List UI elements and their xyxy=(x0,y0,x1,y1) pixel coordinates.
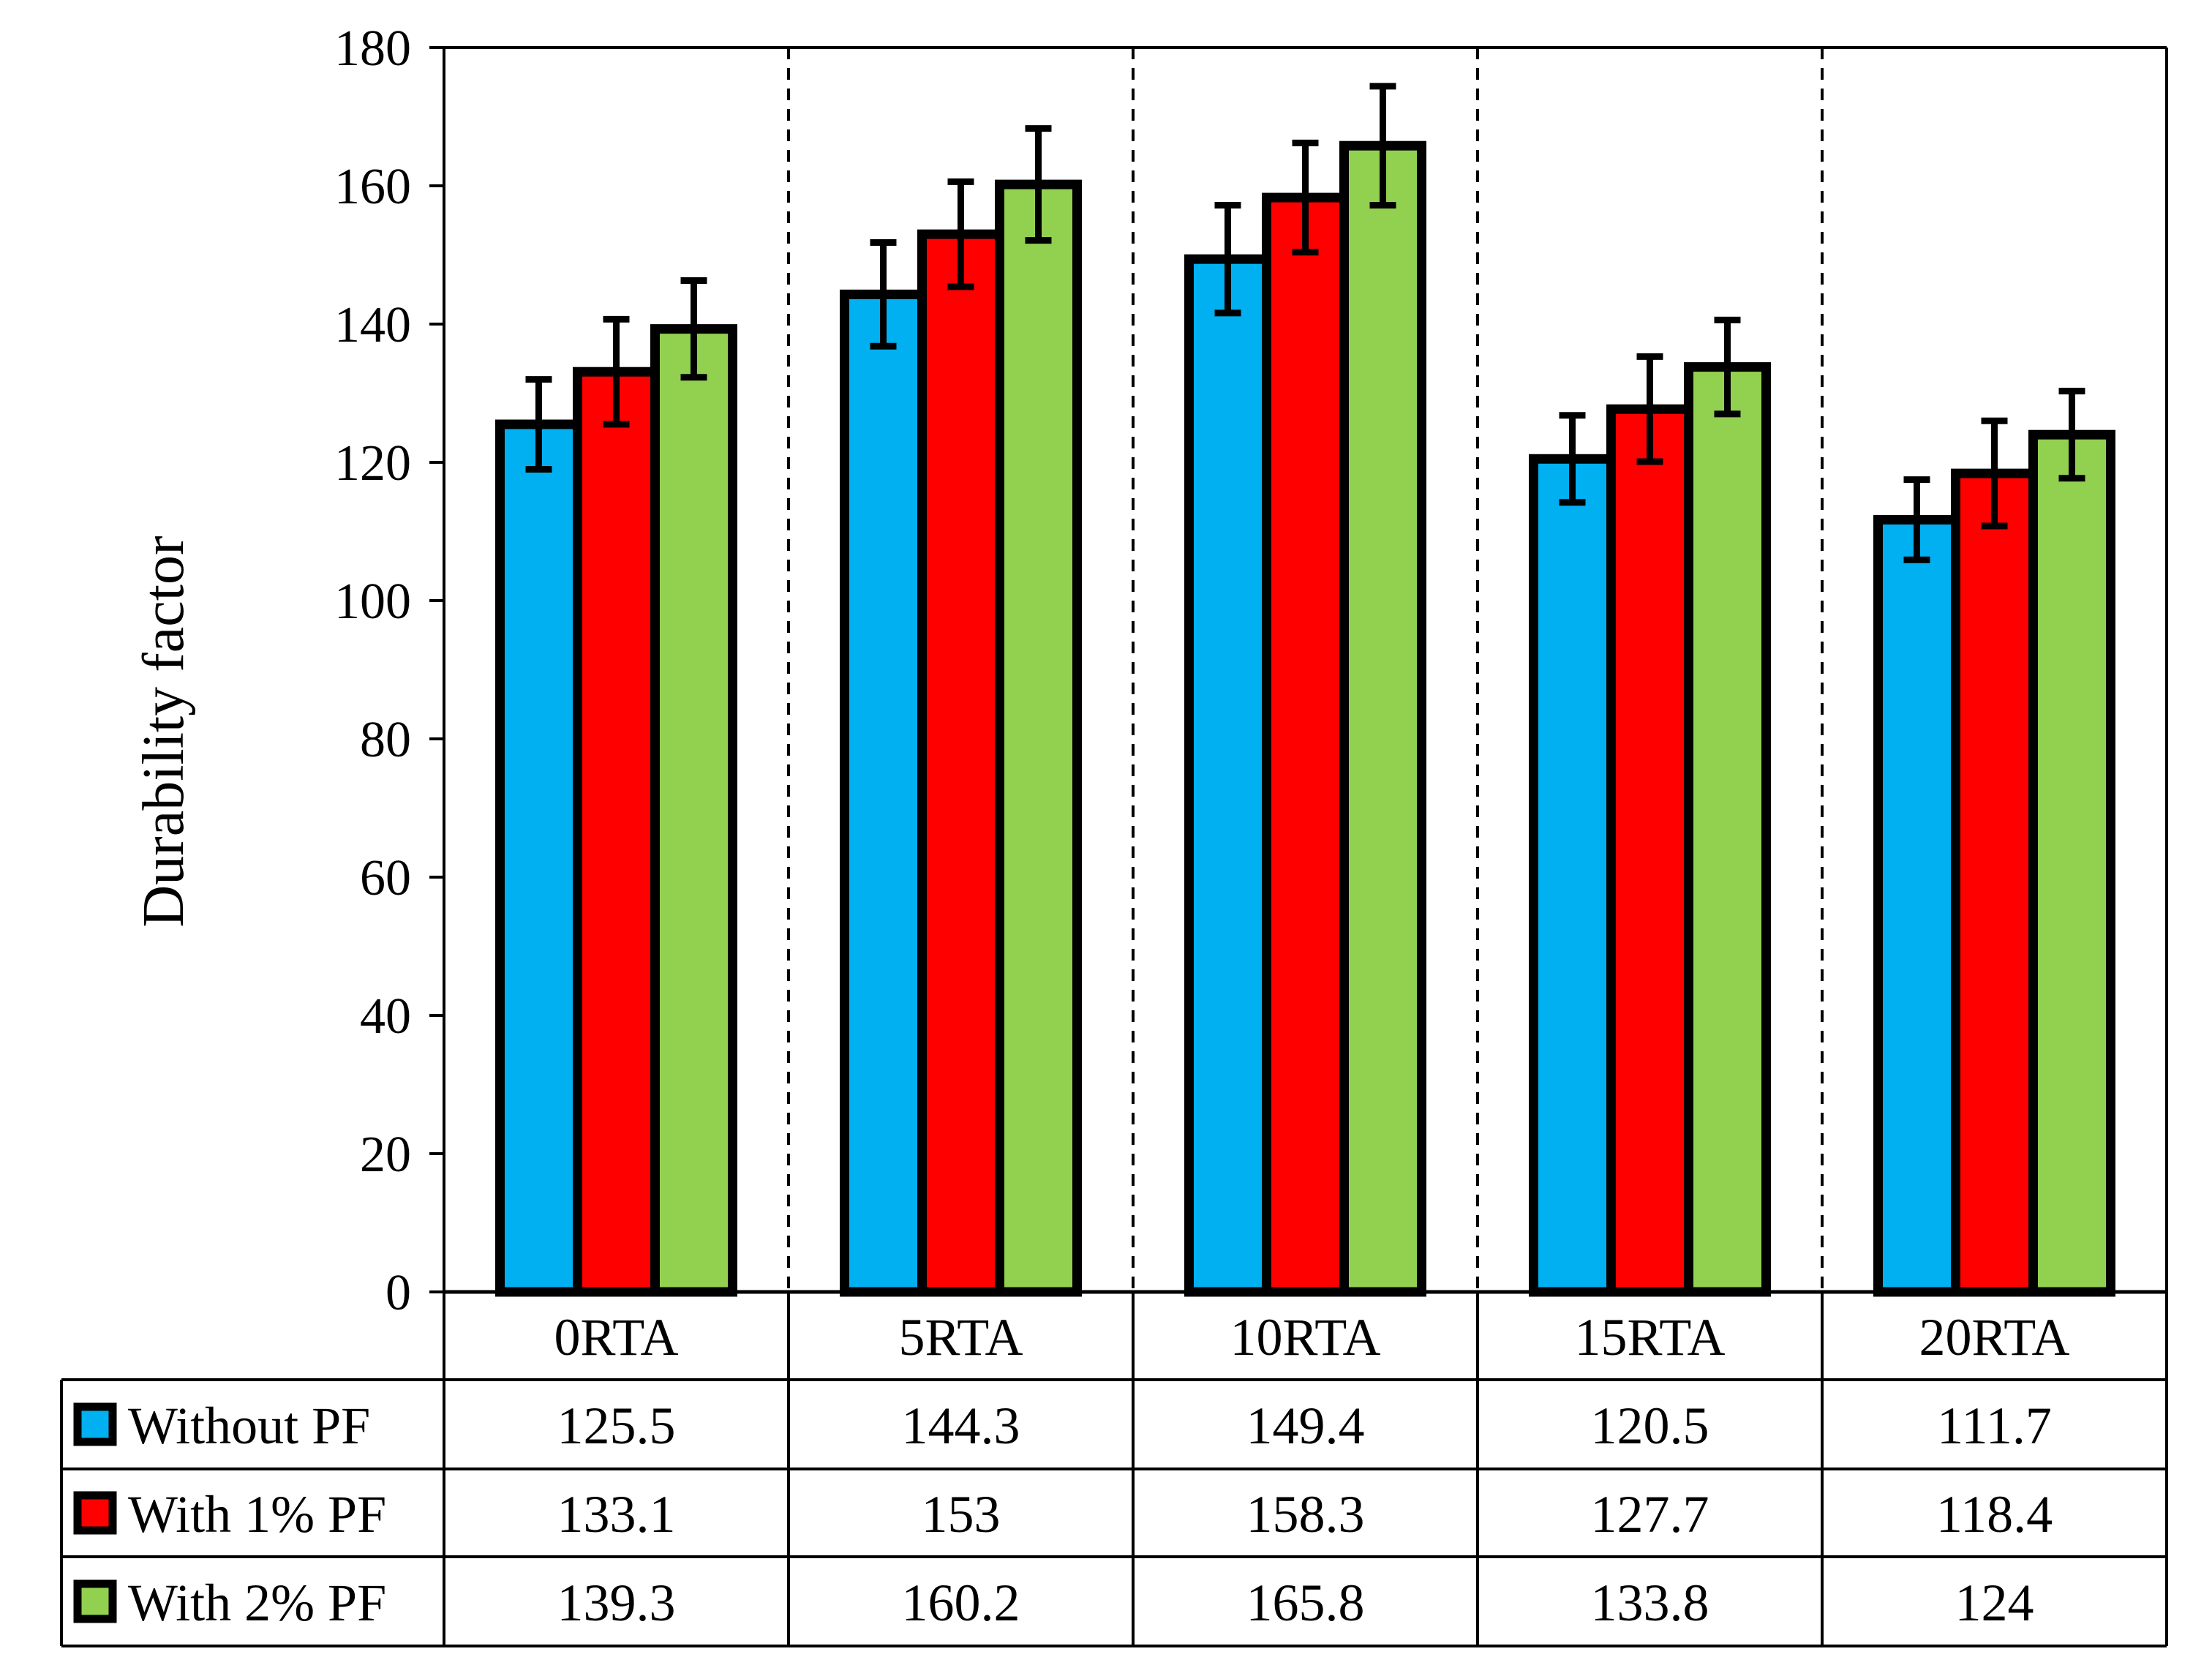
legend-key-with-1-pf xyxy=(73,1491,117,1535)
y-tick-label: 120 xyxy=(334,435,411,492)
y-tick-label: 20 xyxy=(360,1127,411,1183)
y-axis-title: Durability factor xyxy=(132,536,196,927)
y-tick-label: 0 xyxy=(385,1265,411,1321)
data-label: 144.3 xyxy=(902,1397,1020,1455)
x-tick-label: 0RTA xyxy=(554,1308,679,1367)
plot-area xyxy=(495,48,2115,1297)
y-tick-label: 60 xyxy=(360,850,411,906)
bar-without-pf-5rta xyxy=(840,289,927,1297)
legend-key-without-pf xyxy=(73,1402,117,1446)
bar-with-2-pf-20rta xyxy=(2028,429,2115,1297)
y-tick-label: 140 xyxy=(334,297,411,353)
bar-with-1-pf-20rta xyxy=(1951,468,2038,1297)
y-tick-label: 100 xyxy=(334,574,411,630)
data-label: 139.3 xyxy=(557,1574,676,1632)
bar-with-1-pf-15rta xyxy=(1606,404,1693,1297)
bar-with-1-pf-5rta xyxy=(917,229,1004,1297)
y-tick-label: 80 xyxy=(360,712,411,768)
data-label: 153 xyxy=(922,1485,1001,1544)
x-tick-label: 15RTA xyxy=(1575,1308,1726,1367)
data-label: 127.7 xyxy=(1591,1485,1709,1544)
data-label: 158.3 xyxy=(1246,1485,1365,1544)
y-tick-label: 180 xyxy=(334,20,411,77)
data-label: 133.8 xyxy=(1591,1574,1709,1632)
x-tick-label: 5RTA xyxy=(899,1308,1023,1367)
legend-label: With 1% PF xyxy=(128,1485,386,1544)
y-axis: 0 20 40 60 80 100 120 140 160 180 xyxy=(334,20,2168,1646)
bar-with-2-pf-5rta xyxy=(995,179,1082,1297)
data-label: 149.4 xyxy=(1246,1397,1365,1455)
bar-with-2-pf-0rta xyxy=(650,324,737,1297)
data-label: 165.8 xyxy=(1246,1574,1365,1632)
bar-without-pf-0rta xyxy=(495,419,582,1297)
bar-with-2-pf-10rta xyxy=(1339,140,1426,1297)
legend-label: Without PF xyxy=(128,1397,370,1455)
data-label: 133.1 xyxy=(557,1485,676,1544)
legend-key-with-2-pf xyxy=(73,1579,117,1623)
data-label: 125.5 xyxy=(557,1397,676,1455)
y-tick-label: 40 xyxy=(360,988,411,1045)
bar-with-1-pf-10rta xyxy=(1262,192,1349,1297)
data-label: 111.7 xyxy=(1937,1397,2052,1455)
bar-without-pf-10rta xyxy=(1184,254,1271,1297)
bar-with-1-pf-0rta xyxy=(573,367,660,1297)
bar-without-pf-15rta xyxy=(1529,454,1616,1297)
legend-label: With 2% PF xyxy=(128,1574,386,1632)
data-label: 120.5 xyxy=(1591,1397,1709,1455)
data-label: 160.2 xyxy=(902,1574,1020,1632)
x-tick-label: 20RTA xyxy=(1919,1308,2070,1367)
data-table: 0RTA 5RTA 10RTA 15RTA 20RTA Without PF 125.5 14… xyxy=(60,1290,2168,1647)
data-label: 124 xyxy=(1955,1574,2034,1632)
bar-with-2-pf-15rta xyxy=(1684,362,1771,1297)
x-tick-label: 10RTA xyxy=(1230,1308,1381,1367)
y-tick-label: 160 xyxy=(334,159,411,215)
bar-without-pf-20rta xyxy=(1873,514,1960,1297)
data-label: 118.4 xyxy=(1936,1485,2053,1544)
